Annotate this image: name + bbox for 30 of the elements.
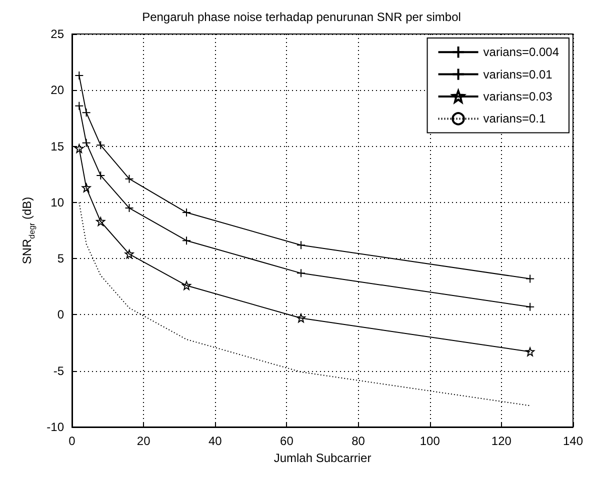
point <box>124 250 134 259</box>
legend-label: varians=0.004 <box>483 45 560 60</box>
y-tick-label: 5 <box>57 252 64 266</box>
x-tick-label: 60 <box>280 434 294 448</box>
point <box>182 281 192 290</box>
y-tick-label: 25 <box>50 27 64 41</box>
point <box>526 347 535 356</box>
legend-label: varians=0.03 <box>483 90 553 104</box>
y-axis-title: SNRdegr (dB) <box>20 196 36 264</box>
legend-label: varians=0.1 <box>483 112 546 126</box>
y-tick-label: 10 <box>50 195 64 210</box>
x-tick-label: 0 <box>68 434 76 448</box>
point <box>96 217 106 226</box>
x-tick-label: 80 <box>352 434 366 448</box>
legend-label: varians=0.01 <box>483 67 553 82</box>
x-tick-label: 120 <box>491 434 512 448</box>
y-tick-label: -10 <box>46 420 64 434</box>
x-tick-label: 40 <box>208 434 222 448</box>
y-tick-label: 15 <box>50 139 64 154</box>
x-tick-label: 100 <box>420 434 440 448</box>
point <box>296 314 306 323</box>
x-tick-label: 140 <box>562 434 584 448</box>
y-tick-label: 20 <box>50 83 64 98</box>
point <box>82 183 91 192</box>
x-tick-label: 20 <box>136 434 151 448</box>
x-axis-title: Jumlah Subcarrier <box>274 450 372 465</box>
y-tick-label: 0 <box>57 308 64 322</box>
point <box>74 144 84 154</box>
chart-title: Pengaruh phase noise terhadap penurunan SNR per simbol <box>142 10 461 24</box>
y-tick-label: -5 <box>53 364 64 378</box>
